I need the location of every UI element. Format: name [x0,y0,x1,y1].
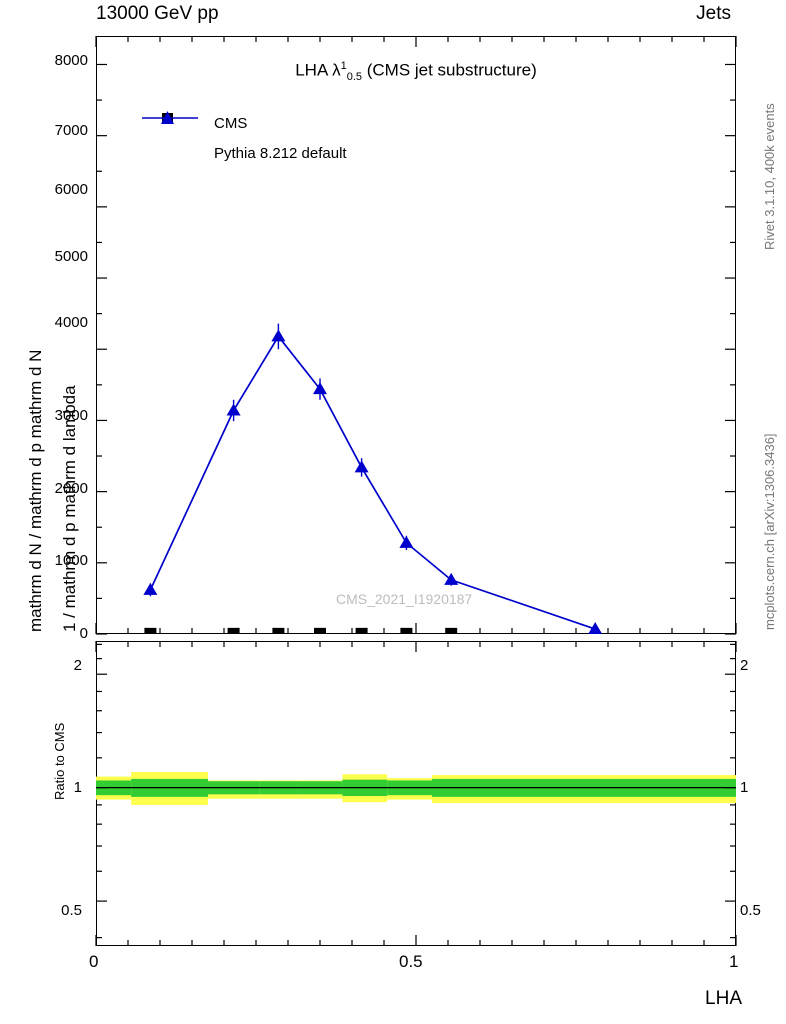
main-plot-frame [96,36,736,634]
y-tick-main-5000: 5000 [54,248,88,265]
plot-title-lambda: λ [332,60,341,80]
x-axis-title: LHA [705,988,742,1009]
series-line-pythia [149,334,596,630]
data-point-pythia [226,403,241,416]
y-tick-ratio-left-1: 1 [73,779,82,796]
y-tick-ratio-left-05: 0.5 [61,902,82,919]
data-point-pythia [313,382,327,395]
watermark-analysis-id: CMS_2021_I1920187 [336,591,473,607]
y-tick-ratio-right-05: 0.5 [740,902,761,919]
header-beam-label: 13000 GeV pp [96,3,219,24]
data-point-cms [400,627,413,634]
y-tick-main-4000: 4000 [54,314,88,331]
data-point-cms [314,627,326,634]
legend-label-pythia: Pythia 8.212 default [214,144,347,162]
x-tick-1: 1 [729,952,739,971]
legend: CMS Pythia 8.212 default [140,108,347,168]
y-tick-ratio-right-1: 1 [740,779,749,796]
data-point-cms [355,627,368,634]
y-tick-main-0: 0 [79,625,88,642]
plot-title-subscript: 0.5 [346,71,362,84]
x-tick-0: 0 [89,952,99,971]
data-point-pythia [399,535,414,548]
data-point-cms [445,627,458,634]
data-point-pythia [143,582,158,595]
data-point-pythia [354,460,369,473]
y-tick-main-3000: 3000 [54,407,88,424]
data-point-cms [272,627,285,634]
plot-title: LHA λ10.5 (CMS jet substructure) [96,60,736,83]
plot-title-text: LHA [295,60,333,80]
plot-title-superscript: 1 [340,60,347,72]
y-tick-ratio-right-2: 2 [740,657,749,674]
y-tick-main-6000: 6000 [54,181,88,198]
y-tick-ratio-left-2: 2 [73,657,82,674]
data-point-cms [227,627,240,634]
legend-entry-pythia: Pythia 8.212 default [140,111,347,168]
legend-label-cms: CMS [214,114,248,132]
plot-title-paren: (CMS jet substructure) [362,60,537,80]
y-tick-main-1000: 1000 [54,552,88,569]
header-category-label: Jets [696,3,731,24]
data-point-cms [144,627,157,634]
y-tick-main-7000: 7000 [54,122,88,139]
y-tick-main-8000: 8000 [54,52,88,69]
data-point-pythia [444,572,459,585]
data-point-pythia [271,329,286,342]
x-tick-05: 0.5 [399,952,423,971]
data-point-pythia [588,622,603,635]
y-tick-main-2000: 2000 [54,480,88,497]
